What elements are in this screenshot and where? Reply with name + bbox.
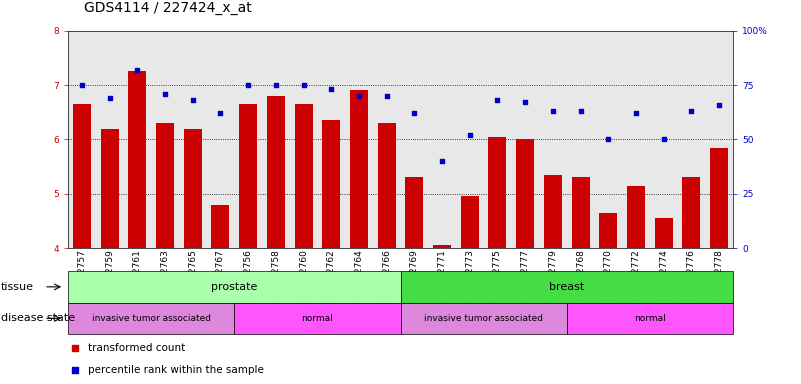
Bar [322,120,340,248]
Bar [489,137,506,248]
Bar [572,177,590,248]
Bar [599,213,618,248]
Bar [68,303,235,334]
Text: invasive tumor associated: invasive tumor associated [424,314,543,323]
Text: breast: breast [549,282,585,292]
Point [546,108,559,114]
Bar [73,104,91,248]
Bar [461,197,479,248]
Point [713,101,726,108]
Point [454,229,467,235]
Bar [239,104,257,248]
Bar [682,177,700,248]
Bar [211,205,229,248]
Bar [235,303,400,334]
Point [269,82,282,88]
Text: disease state: disease state [1,313,75,323]
Bar [68,271,400,303]
Point [491,97,504,103]
Point [214,110,227,116]
Text: normal: normal [634,314,666,323]
Point [463,132,476,138]
Point [242,82,255,88]
Point [380,93,393,99]
Bar [295,104,312,248]
Point [408,110,421,116]
Text: transformed count: transformed count [88,343,185,353]
Bar [267,96,285,248]
Bar [654,218,673,248]
Bar [400,303,567,334]
Bar [377,123,396,248]
Point [352,93,365,99]
Point [131,67,143,73]
Bar [183,129,202,248]
Point [75,82,88,88]
Point [436,158,449,164]
Point [187,97,199,103]
Text: prostate: prostate [211,282,257,292]
Point [297,82,310,88]
Text: invasive tumor associated: invasive tumor associated [91,314,211,323]
Point [519,99,532,106]
Point [574,108,587,114]
Text: normal: normal [301,314,333,323]
Bar [128,71,147,248]
Bar [433,245,451,248]
Text: GDS4114 / 227424_x_at: GDS4114 / 227424_x_at [84,2,252,15]
Point [159,91,171,97]
Bar [101,129,119,248]
Bar [544,175,562,248]
Bar [710,147,728,248]
Bar [350,91,368,248]
Bar [405,177,424,248]
Bar [400,271,733,303]
Point [630,110,642,116]
Point [602,136,614,142]
Bar [567,303,733,334]
Point [454,29,467,35]
Text: tissue: tissue [1,282,34,292]
Point [685,108,698,114]
Point [658,136,670,142]
Bar [627,185,645,248]
Bar [516,139,534,248]
Point [103,95,116,101]
Bar [156,123,174,248]
Point [325,86,338,93]
Text: percentile rank within the sample: percentile rank within the sample [88,365,264,375]
